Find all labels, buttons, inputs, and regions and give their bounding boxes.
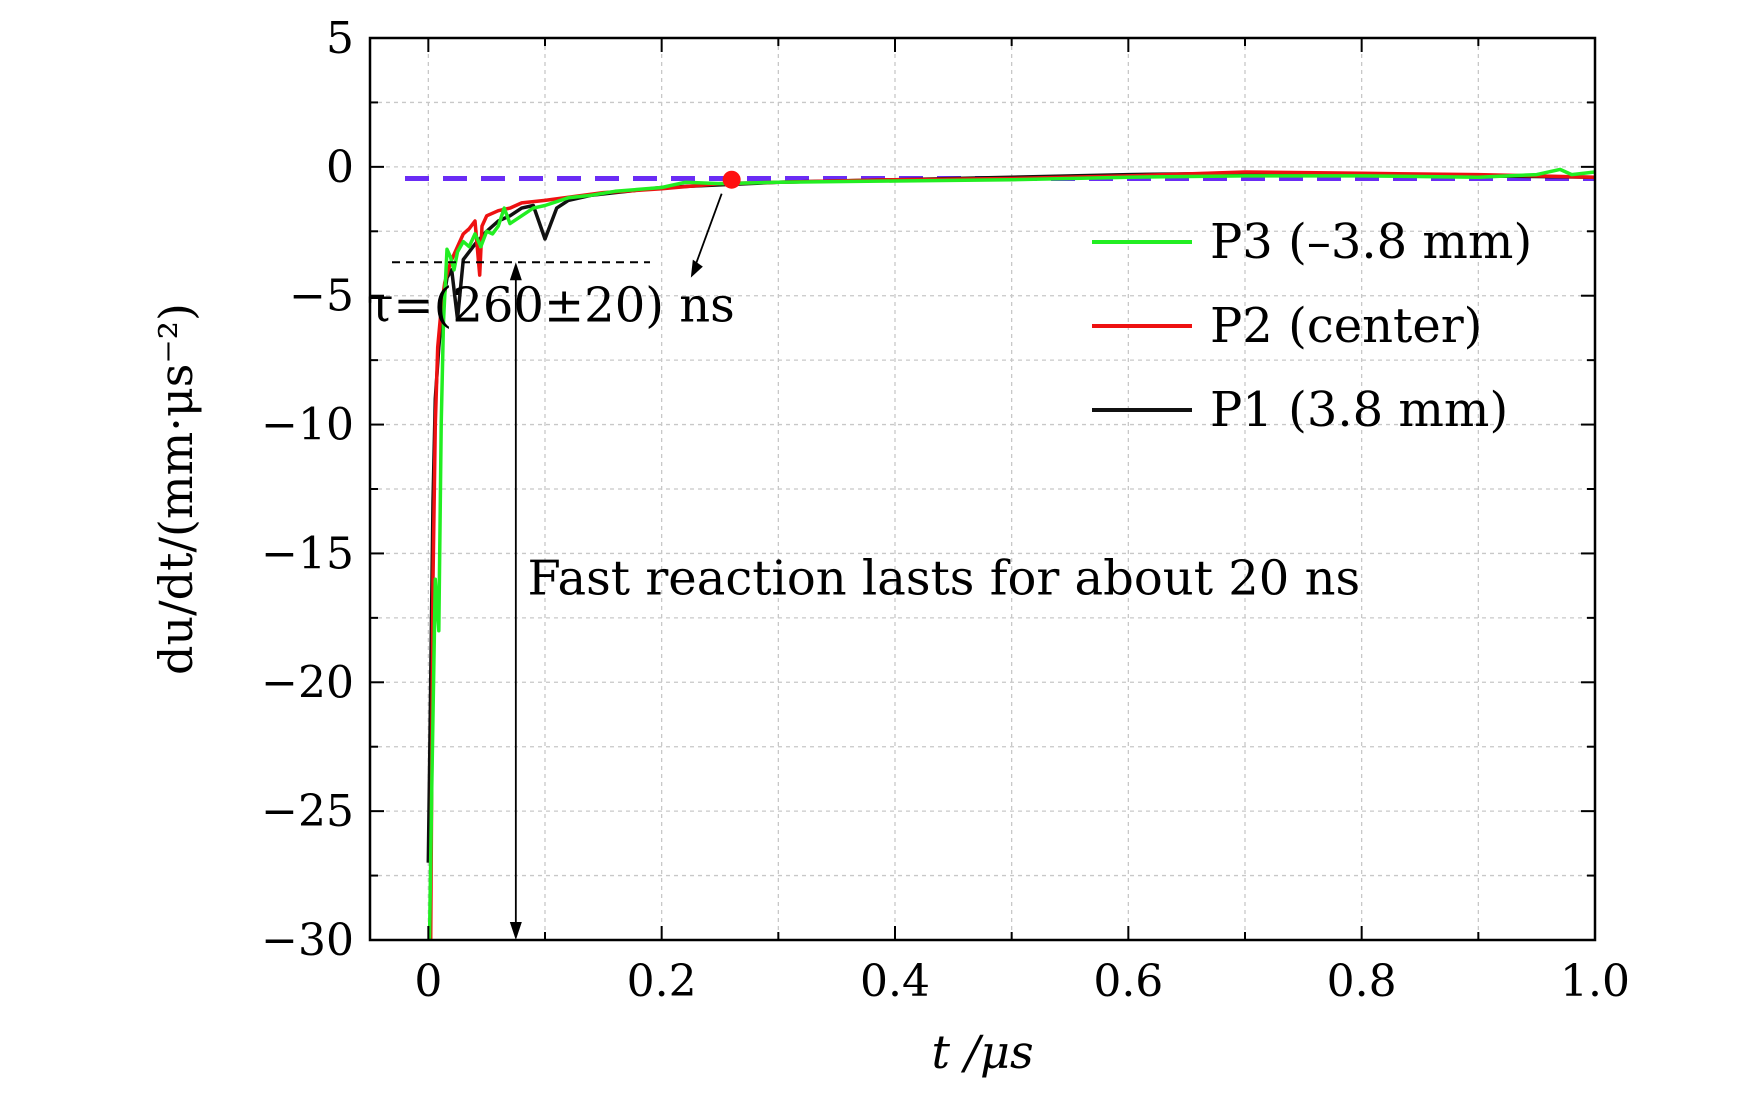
tau-point (722, 170, 741, 189)
y-tick-label: −15 (261, 528, 354, 579)
series-line-1 (427, 167, 1595, 940)
x-tick-label: 0.4 (860, 956, 930, 1007)
y-tick-label: −10 (261, 400, 354, 451)
annotation-layer: τ=(260±20) ns Fast reaction lasts for abo… (367, 170, 1361, 940)
tau-arrow-head (690, 259, 703, 278)
duration-arrow-head-top (509, 262, 522, 281)
duration-arrow-head-bottom (509, 922, 522, 940)
tau-annotation: τ=(260±20) ns (367, 277, 735, 333)
y-tick-label: −30 (261, 915, 354, 966)
y-tick-label: −20 (261, 657, 354, 708)
legend-label: P3 (–3.8 mm) (1210, 214, 1532, 270)
y-tick-label: 5 (326, 13, 354, 64)
x-tick-label: 0 (414, 956, 442, 1007)
series-layer (405, 167, 1595, 940)
x-tick-label: 0.6 (1093, 956, 1163, 1007)
y-axis-title: du/dt/(mm·μs⁻²) (149, 303, 203, 675)
tick-labels: 0 0.2 0.4 0.6 0.8 1.0 5 0 −5 −10 −15 −20 −25 −30 (261, 13, 1630, 1007)
legend-label: P1 (3.8 mm) (1210, 382, 1508, 438)
x-tick-label: 0.8 (1327, 956, 1397, 1007)
x-axis-title: t /μs (931, 1025, 1033, 1079)
y-tick-label: −25 (261, 786, 354, 837)
legend-label: P2 (center) (1210, 298, 1482, 354)
tau-arrow (692, 193, 723, 270)
y-tick-label: −5 (289, 271, 354, 322)
legend: P3 (–3.8 mm) P2 (center) P1 (3.8 mm) (1092, 214, 1532, 438)
fast-reaction-annotation: Fast reaction lasts for about 20 ns (528, 551, 1361, 607)
ticks (370, 37, 1596, 941)
x-tick-label: 1.0 (1560, 956, 1630, 1007)
y-tick-label: 0 (326, 142, 354, 193)
x-tick-label: 0.2 (627, 956, 697, 1007)
